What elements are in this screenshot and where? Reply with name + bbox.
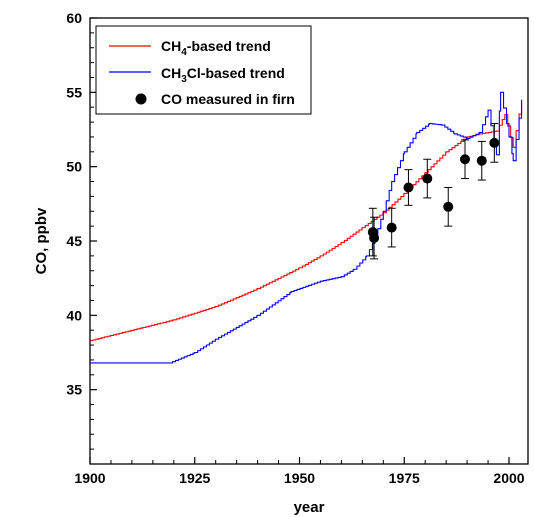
measured-point xyxy=(460,139,471,180)
legend-label-ch3cl: CH3Cl-based trend xyxy=(161,65,285,85)
y-tick-label: 35 xyxy=(66,382,82,398)
series-layer xyxy=(90,91,523,364)
measured-dot xyxy=(460,154,471,165)
x-axis-label: year xyxy=(294,499,325,516)
legend-label-measured: CO measured in firn xyxy=(161,91,295,107)
measured-point xyxy=(403,169,414,206)
measured-dot xyxy=(489,137,500,148)
measured-point xyxy=(443,186,454,227)
measured-dot xyxy=(422,173,433,184)
y-tick-label: 40 xyxy=(66,307,82,323)
x-tick-label: 2000 xyxy=(493,470,524,486)
legend-marker-measured xyxy=(135,93,147,105)
y-tick-label: 45 xyxy=(66,233,82,249)
measured-point xyxy=(422,158,433,199)
measured-dot xyxy=(386,222,397,233)
x-tick-label: 1925 xyxy=(179,470,210,486)
y-tick-label: 55 xyxy=(66,84,82,100)
measured-dot xyxy=(403,182,414,193)
series-line-1 xyxy=(90,91,523,364)
legend: CH4-based trend CH3Cl-based trend CO mea… xyxy=(95,25,312,115)
measured-point xyxy=(386,207,397,248)
x-tick-label: 1900 xyxy=(74,470,105,486)
measured-point xyxy=(369,216,380,260)
y-axis-label: CO, ppbv xyxy=(33,207,50,274)
x-tick-label: 1950 xyxy=(284,470,315,486)
measured-point xyxy=(489,123,500,163)
series-line-0 xyxy=(90,99,523,342)
measured-dot xyxy=(476,155,487,166)
x-tick-label: 1975 xyxy=(389,470,420,486)
y-tick-label: 50 xyxy=(66,159,82,175)
measured-dot xyxy=(443,201,454,212)
axis-ticks: 1900 1925 1950 1975 2000 35 40 45 50 55 60 xyxy=(66,10,524,486)
measured-point xyxy=(476,140,487,181)
legend-label-ch4: CH4-based trend xyxy=(161,38,271,58)
legend-box xyxy=(95,25,312,115)
y-tick-label: 60 xyxy=(66,10,82,26)
measurement-points xyxy=(367,123,500,260)
measured-dot xyxy=(369,233,380,244)
measured-point xyxy=(367,207,378,257)
